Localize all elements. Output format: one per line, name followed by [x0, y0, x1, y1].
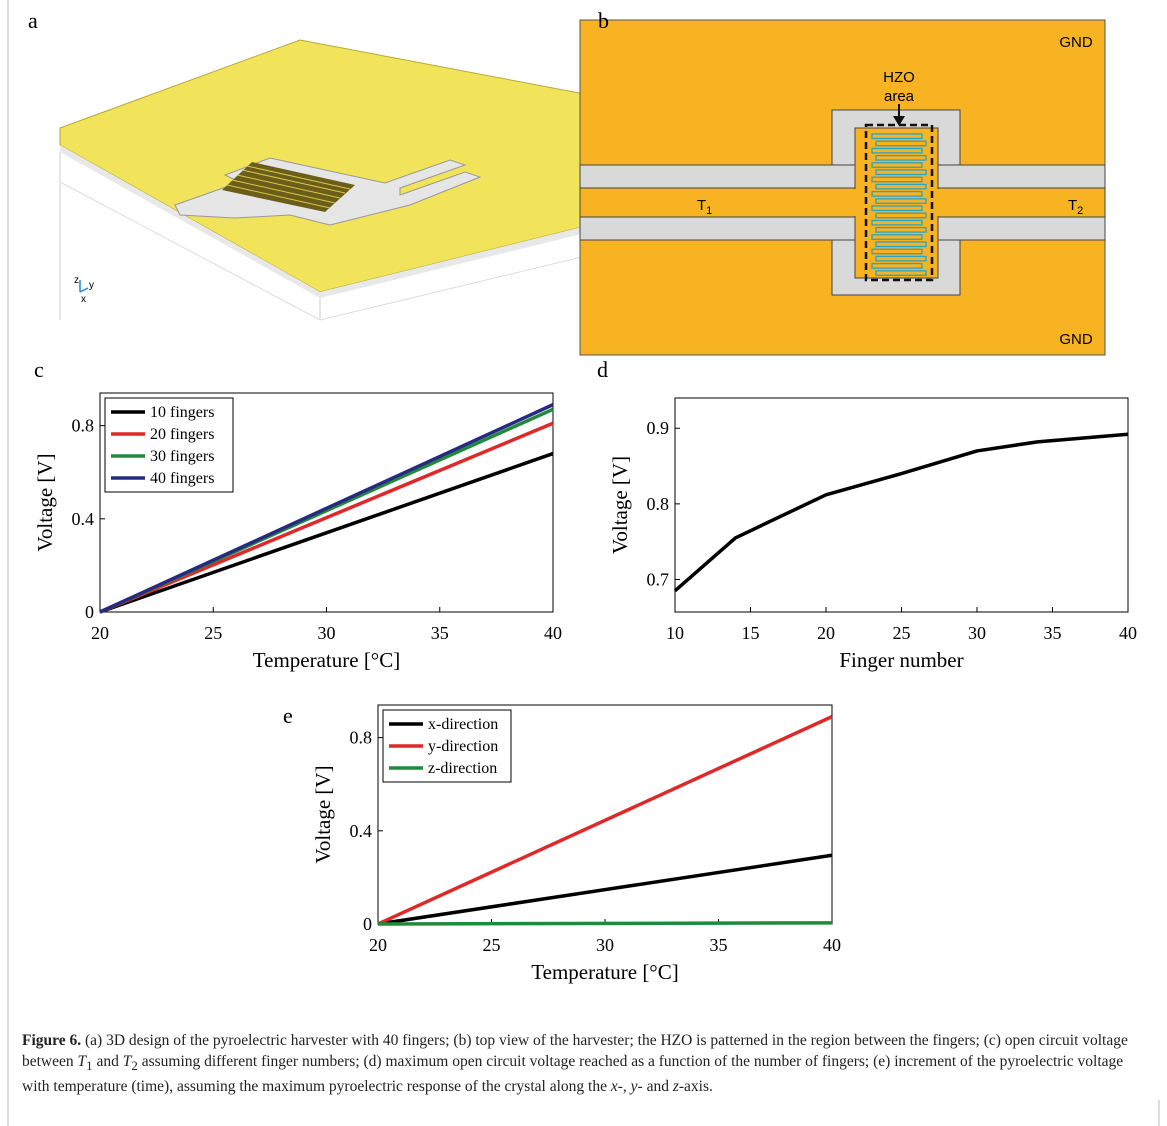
figure: z y x HZO area GND GND T1 T2 a b c d e 2…: [0, 0, 1167, 1126]
terminal-name: T: [1068, 197, 1077, 214]
data-line: [675, 434, 1128, 591]
legend-label: y-direction: [428, 738, 498, 755]
x-axis-label: Finger number: [839, 648, 963, 672]
data-line: [378, 923, 832, 924]
y-tick-label: 0: [85, 602, 94, 622]
x-tick-label: 40: [1119, 623, 1137, 643]
caption-text: -axis.: [679, 1078, 713, 1095]
terminal-sub: 1: [706, 205, 712, 217]
page: z y x HZO area GND GND T1 T2 a b c d e 2…: [0, 0, 1167, 1126]
x-tick-label: 35: [710, 935, 728, 955]
y-axis-label: Voltage [V]: [311, 765, 335, 863]
caption-text: - and: [638, 1078, 673, 1095]
caption-symbol: T: [78, 1053, 87, 1070]
panel-label: d: [597, 357, 608, 382]
x-axis-label: Temperature [°C]: [253, 648, 400, 672]
y-tick-label: 0.8: [72, 416, 95, 436]
data-line: [378, 855, 832, 924]
x-tick-label: 35: [1044, 623, 1062, 643]
terminal-sub: 2: [1077, 205, 1083, 217]
caption-symbol: y: [631, 1078, 638, 1095]
x-tick-label: 40: [544, 623, 562, 643]
panel-a-render: [60, 40, 590, 320]
x-tick-label: 30: [968, 623, 986, 643]
x-tick-label: 35: [431, 623, 449, 643]
caption-text: -,: [618, 1078, 631, 1095]
legend-label: 30 fingers: [150, 448, 214, 465]
x-tick-label: 15: [742, 623, 760, 643]
panel-label: c: [34, 357, 44, 382]
x-tick-label: 40: [823, 935, 841, 955]
x-tick-label: 20: [817, 623, 835, 643]
legend-label: 20 fingers: [150, 426, 214, 443]
y-axis-label: Voltage [V]: [33, 453, 57, 551]
legend-label: z-direction: [428, 760, 497, 777]
x-axis-label: Temperature [°C]: [531, 960, 678, 984]
x-tick-label: 30: [596, 935, 614, 955]
x-tick-label: 25: [204, 623, 222, 643]
terminal-name: T: [697, 197, 706, 214]
caption: Figure 6. (a) 3D design of the pyroelect…: [22, 1030, 1142, 1097]
panel-b-layout: [580, 20, 1105, 355]
axis-label: x: [81, 294, 86, 305]
y-tick-label: 0.4: [350, 821, 373, 841]
gnd-label: GND: [1059, 331, 1093, 348]
hzo-label: area: [884, 88, 915, 105]
legend-label: 40 fingers: [150, 470, 214, 487]
x-tick-label: 25: [483, 935, 501, 955]
caption-text: and: [93, 1053, 123, 1070]
y-tick-label: 0.8: [350, 728, 373, 748]
axis-label: y: [89, 280, 94, 291]
hzo-label: HZO: [883, 69, 915, 86]
legend-label: 10 fingers: [150, 404, 214, 421]
y-axis-label: Voltage [V]: [608, 456, 632, 554]
caption-label: Figure 6.: [22, 1032, 81, 1049]
y-tick-label: 0.8: [647, 494, 670, 514]
panel-label: e: [283, 703, 293, 728]
panel-label: a: [28, 8, 38, 33]
y-tick-label: 0.4: [72, 509, 95, 529]
plot-frame: [675, 398, 1128, 612]
caption-symbol: x: [611, 1078, 618, 1095]
caption-text: assuming different finger numbers; (d) m…: [22, 1053, 1123, 1095]
x-tick-label: 30: [318, 623, 336, 643]
axis-label: z: [74, 275, 79, 286]
x-tick-label: 20: [91, 623, 109, 643]
legend-label: x-direction: [428, 716, 498, 733]
gnd-label: GND: [1059, 34, 1093, 51]
y-tick-label: 0: [363, 914, 372, 934]
x-tick-label: 10: [666, 623, 684, 643]
y-tick-label: 0.9: [647, 418, 670, 438]
panel-label: b: [598, 8, 609, 33]
y-tick-label: 0.7: [647, 569, 670, 589]
x-tick-label: 25: [893, 623, 911, 643]
x-tick-label: 20: [369, 935, 387, 955]
